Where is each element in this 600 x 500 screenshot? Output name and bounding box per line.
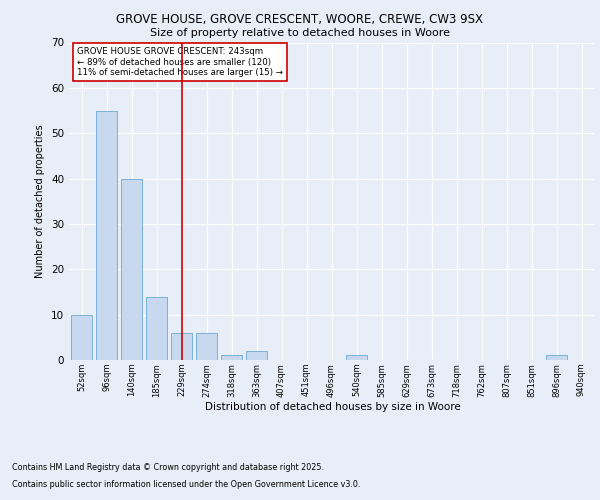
- Bar: [96, 110, 117, 360]
- Bar: [196, 333, 217, 360]
- Text: GROVE HOUSE, GROVE CRESCENT, WOORE, CREWE, CW3 9SX: GROVE HOUSE, GROVE CRESCENT, WOORE, CREW…: [116, 12, 484, 26]
- Text: Distribution of detached houses by size in Woore: Distribution of detached houses by size …: [205, 402, 461, 412]
- Bar: [546, 356, 567, 360]
- Bar: [246, 351, 267, 360]
- Text: GROVE HOUSE GROVE CRESCENT: 243sqm
← 89% of detached houses are smaller (120)
11: GROVE HOUSE GROVE CRESCENT: 243sqm ← 89%…: [77, 48, 283, 77]
- Bar: [171, 333, 192, 360]
- Bar: [146, 296, 167, 360]
- Bar: [221, 356, 242, 360]
- Bar: [121, 178, 142, 360]
- Bar: [71, 314, 92, 360]
- Text: Size of property relative to detached houses in Woore: Size of property relative to detached ho…: [150, 28, 450, 38]
- Y-axis label: Number of detached properties: Number of detached properties: [35, 124, 46, 278]
- Bar: [346, 356, 367, 360]
- Text: Contains public sector information licensed under the Open Government Licence v3: Contains public sector information licen…: [12, 480, 361, 489]
- Text: Contains HM Land Registry data © Crown copyright and database right 2025.: Contains HM Land Registry data © Crown c…: [12, 464, 324, 472]
